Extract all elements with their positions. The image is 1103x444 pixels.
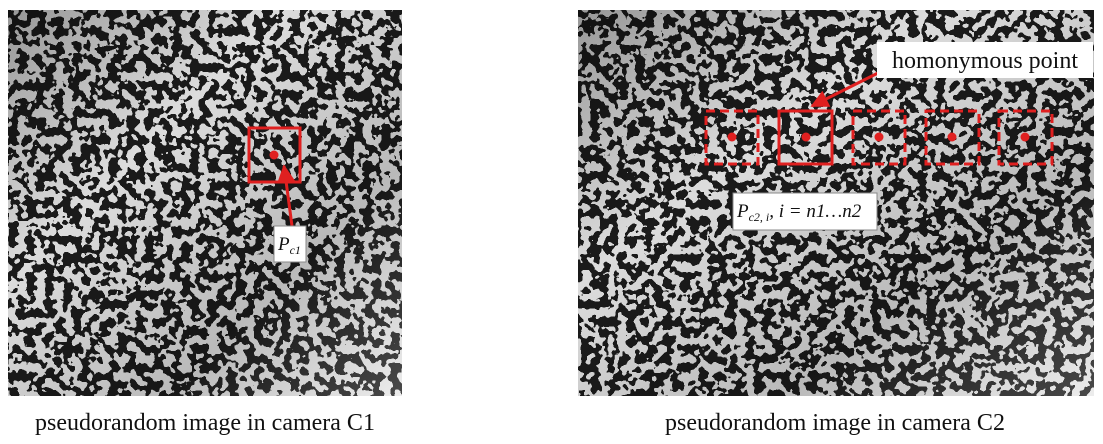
label-box bbox=[732, 192, 878, 231]
subset-box bbox=[247, 126, 302, 184]
point bbox=[801, 132, 811, 142]
point bbox=[874, 132, 884, 142]
caption: pseudorandom image in camera C2 bbox=[665, 410, 1005, 436]
candidate-box bbox=[924, 109, 981, 166]
left-image: Pc1 bbox=[8, 10, 402, 396]
label-sub: c1 bbox=[290, 243, 301, 257]
label-main: P bbox=[277, 234, 290, 255]
point bbox=[269, 150, 279, 160]
arrow bbox=[277, 164, 296, 227]
caption: pseudorandom image in camera C1 bbox=[35, 410, 375, 436]
point bbox=[1020, 132, 1030, 142]
arrow bbox=[810, 70, 881, 108]
candidate-box bbox=[704, 109, 760, 166]
label-main: P bbox=[736, 201, 749, 222]
point-label: Pc1 bbox=[277, 234, 301, 257]
label-rest: , i = n1…n2 bbox=[769, 201, 861, 222]
label-box bbox=[273, 225, 307, 263]
match-box bbox=[777, 109, 834, 166]
range-label: Pc2, i, i = n1…n2 bbox=[736, 201, 862, 224]
callout: homonymous point bbox=[892, 48, 1078, 74]
candidate-box bbox=[851, 109, 907, 166]
callout-box bbox=[877, 42, 1093, 78]
point bbox=[947, 132, 957, 142]
point bbox=[727, 132, 737, 142]
candidate-box bbox=[997, 109, 1054, 166]
label-sub: c2, i bbox=[749, 210, 770, 224]
right-image: homonymous point Pc2, i, i = n1…n2 bbox=[578, 10, 1094, 396]
